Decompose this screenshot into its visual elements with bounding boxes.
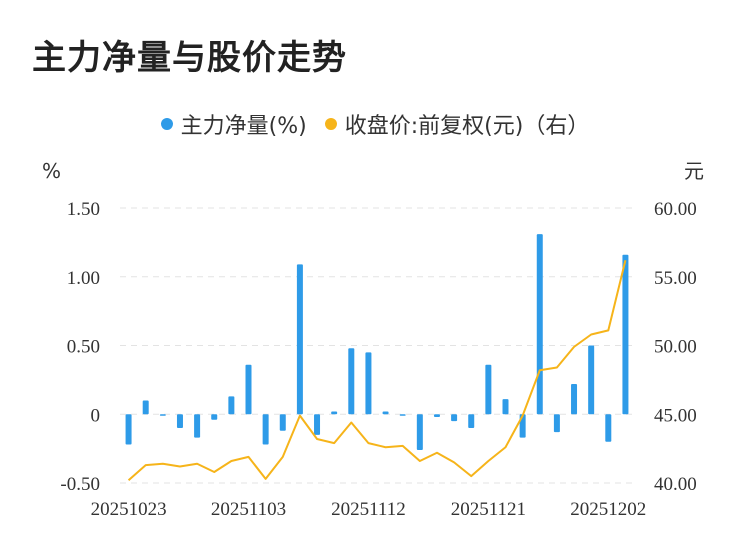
right-tick-label: 50.00	[654, 337, 697, 358]
right-tick-label: 55.00	[654, 268, 697, 289]
net-volume-bar	[451, 414, 458, 422]
legend-label: 主力净量(%)	[180, 114, 307, 139]
net-volume-bar	[571, 384, 578, 415]
net-volume-bar	[536, 234, 543, 415]
right-tick-label: 40.00	[654, 474, 697, 495]
left-tick-label: 1.50	[67, 199, 100, 220]
legend-item-net-volume[interactable]: 主力净量(%)	[160, 108, 307, 140]
x-tick-label: 20251103	[211, 499, 286, 520]
legend: 主力净量(%) 收盘价:前复权(元)（右）	[0, 108, 750, 140]
net-volume-bar	[331, 411, 338, 415]
legend-label: 收盘价:前复权(元)（右）	[344, 114, 590, 139]
net-volume-bar	[125, 414, 132, 445]
net-volume-bar	[228, 396, 235, 415]
net-volume-bar	[399, 414, 406, 416]
net-volume-bar	[622, 254, 629, 415]
x-tick-label: 20251023	[91, 499, 167, 520]
net-volume-bar	[382, 411, 389, 415]
x-axis-ticks: 20251023 20251103 20251112 20251121 20251202	[91, 499, 647, 520]
legend-item-close-price[interactable]: 收盘价:前复权(元)（右）	[324, 108, 590, 140]
net-volume-bar	[296, 264, 303, 415]
left-tick-label: 1.00	[67, 268, 100, 289]
chart-title: 主力净量与股价走势	[32, 38, 347, 78]
net-volume-bar	[502, 399, 509, 415]
x-tick-label: 20251202	[570, 499, 646, 520]
bar-series	[125, 234, 629, 450]
right-tick-label: 60.00	[654, 199, 697, 220]
net-volume-bar	[485, 364, 492, 415]
net-volume-bar	[194, 414, 201, 438]
net-volume-bar	[348, 348, 355, 415]
net-volume-bar	[245, 364, 252, 415]
left-tick-label: -0.50	[60, 474, 100, 495]
net-volume-bar	[211, 414, 218, 420]
legend-dot-icon	[160, 118, 173, 130]
right-axis-unit: 元	[684, 159, 704, 183]
net-volume-bar	[365, 352, 372, 415]
left-axis-unit: %	[42, 159, 61, 183]
net-volume-bar	[553, 414, 560, 433]
left-tick-label: 0	[91, 405, 101, 426]
net-volume-bar	[262, 414, 269, 445]
left-tick-label: 0.50	[67, 337, 100, 358]
right-tick-label: 45.00	[654, 405, 697, 426]
x-tick-label: 20251121	[451, 499, 526, 520]
net-volume-bar	[142, 400, 149, 415]
net-volume-bar	[416, 414, 423, 450]
left-axis-ticks: 1.50 1.00 0.50 0 -0.50	[60, 199, 100, 495]
net-volume-bar	[468, 414, 475, 428]
net-volume-bar	[433, 414, 440, 417]
net-volume-bar	[314, 414, 321, 435]
gridlines	[120, 207, 634, 484]
right-axis-ticks: 60.00 55.00 50.00 45.00 40.00	[654, 199, 697, 495]
legend-dot-icon	[324, 118, 337, 130]
net-volume-bar	[605, 414, 612, 442]
x-tick-label: 20251112	[331, 499, 406, 520]
line-series	[127, 260, 627, 481]
net-volume-bar	[279, 414, 286, 431]
net-volume-bar	[588, 345, 595, 415]
net-volume-bar	[176, 414, 183, 428]
net-volume-bar	[159, 414, 166, 416]
close-price-line	[127, 260, 627, 481]
